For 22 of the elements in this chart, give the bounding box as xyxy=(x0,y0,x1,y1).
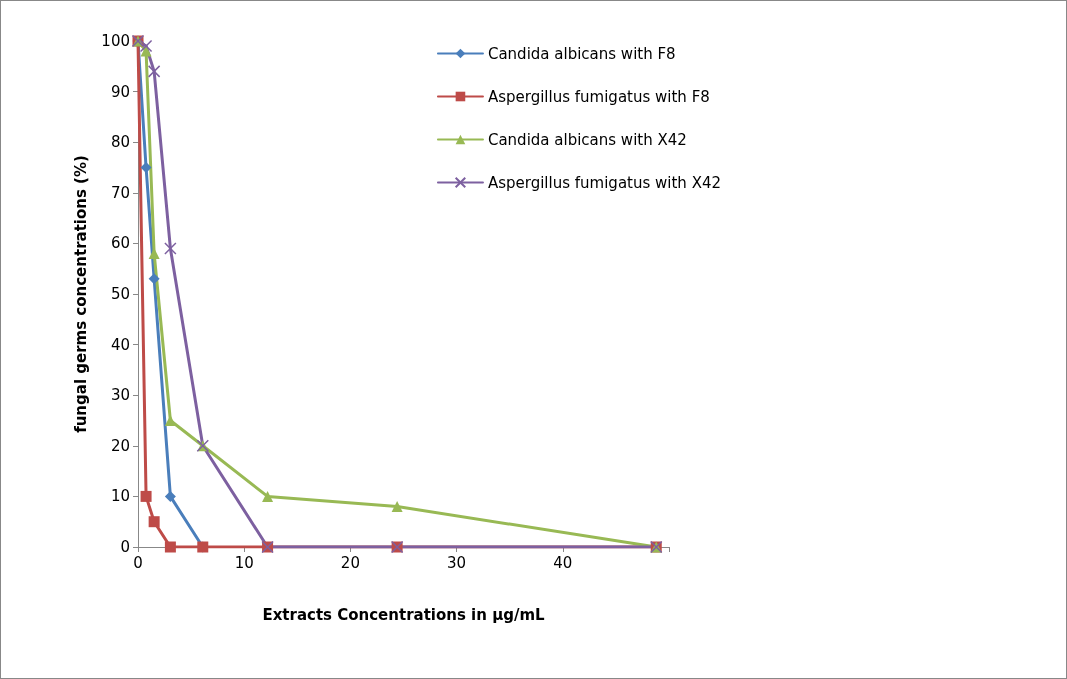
x-tick-label: 20 xyxy=(340,553,360,572)
x-tick-label: 10 xyxy=(234,553,254,572)
y-tick-label: 80 xyxy=(110,133,130,152)
legend-label: Candida albicans with F8 xyxy=(487,44,676,63)
y-tick-label: 60 xyxy=(110,234,130,253)
y-axis-title: fungal germs concentrations (%) xyxy=(71,155,90,433)
y-tick-label: 50 xyxy=(110,285,130,303)
y-tick-label: 10 xyxy=(110,487,130,506)
y-tick-label: 0 xyxy=(120,538,130,556)
y-tick-label: 40 xyxy=(110,335,130,354)
x-axis-title: Extracts Concentrations in µg/mL xyxy=(262,605,546,624)
y-tick-label: 70 xyxy=(110,183,130,202)
y-tick-label: 20 xyxy=(110,436,130,455)
y-tick-label: 30 xyxy=(110,386,130,405)
legend-label: Aspergillus fumigatus with X42 xyxy=(487,173,722,192)
y-tick-label: 90 xyxy=(110,82,130,101)
legend-label: Aspergillus fumigatus with F8 xyxy=(487,87,710,106)
x-tick-label: 0 xyxy=(133,553,143,572)
legend-label: Candida albicans with X42 xyxy=(487,130,687,149)
y-tick-label: 100 xyxy=(101,32,130,50)
x-tick-label: 30 xyxy=(447,553,467,572)
x-tick-label: 40 xyxy=(553,553,573,572)
